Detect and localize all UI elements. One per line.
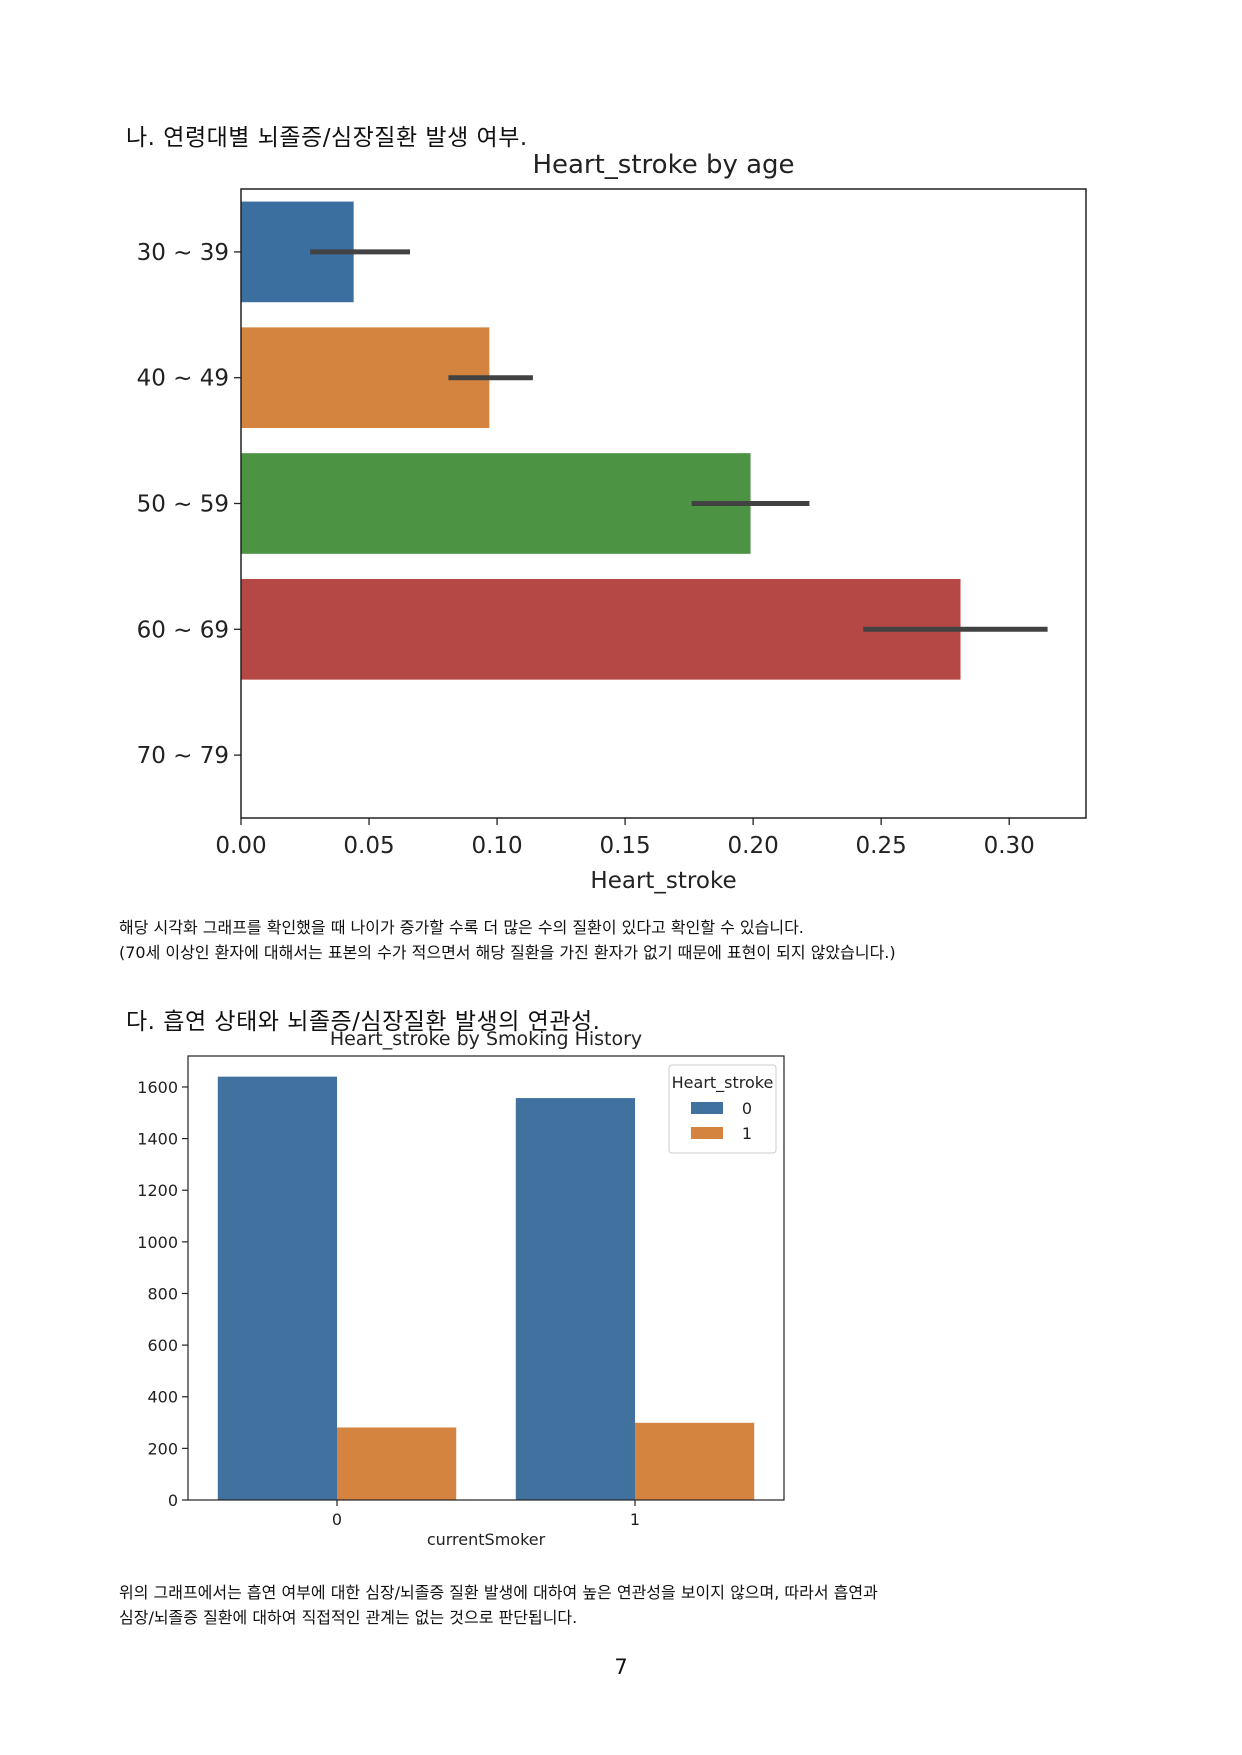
smoking-legend-swatch-1 bbox=[691, 1127, 723, 1139]
smoking-chart-note-1: 위의 그래프에서는 흡연 여부에 대한 심장/뇌졸증 질환 발생에 대하여 높은… bbox=[119, 1583, 878, 1602]
age-chart-note-1: 해당 시각화 그래프를 확인했을 때 나이가 증가할 수록 더 많은 수의 질환… bbox=[119, 918, 804, 937]
age-xtick-label-5: 0.25 bbox=[856, 833, 907, 859]
smoking-ytick-label-0: 0 bbox=[168, 1491, 178, 1510]
smoking-xtick-label-1: 1 bbox=[630, 1510, 640, 1529]
age-xtick-label-0: 0.00 bbox=[215, 833, 266, 859]
smoking-ytick-label-8: 1600 bbox=[137, 1078, 178, 1097]
smoking-legend-label-1: 1 bbox=[742, 1124, 752, 1143]
age-xtick-label-2: 0.10 bbox=[471, 833, 522, 859]
age-ytick-label-0: 30 ~ 39 bbox=[137, 240, 229, 266]
page-number: 7 bbox=[614, 1655, 628, 1679]
smoking-bar-0-1 bbox=[337, 1427, 457, 1500]
age-chart-frame bbox=[240, 188, 1087, 819]
smoking-bar-0-0 bbox=[217, 1076, 337, 1500]
smoking-xtick-label-0: 0 bbox=[332, 1510, 342, 1529]
age-ytick-label-1: 40 ~ 49 bbox=[137, 366, 229, 392]
smoking-ytick-label-1: 200 bbox=[147, 1439, 178, 1458]
age-xtick-label-1: 0.05 bbox=[343, 833, 394, 859]
smoking-legend-swatch-0 bbox=[691, 1102, 723, 1114]
smoking-legend-title: Heart_stroke bbox=[672, 1073, 774, 1093]
smoking-ytick-label-2: 400 bbox=[147, 1388, 178, 1407]
age-chart-title: Heart_stroke by age bbox=[532, 150, 794, 180]
age-xtick-label-4: 0.20 bbox=[728, 833, 779, 859]
smoking-chart-frame bbox=[187, 1055, 785, 1501]
smoking-chart-title: Heart_stroke by Smoking History bbox=[330, 1028, 642, 1050]
smoking-ytick-label-3: 600 bbox=[147, 1336, 178, 1355]
smoking-ytick-label-6: 1200 bbox=[137, 1181, 178, 1200]
age-ytick-label-2: 50 ~ 59 bbox=[137, 492, 229, 518]
smoking-bar-1-1 bbox=[635, 1422, 755, 1500]
section-heading-age: 나. 연령대별 뇌졸증/심장질환 발생 여부. bbox=[126, 125, 528, 151]
smoking-xaxis-label: currentSmoker bbox=[427, 1530, 546, 1549]
age-xaxis-label: Heart_stroke bbox=[590, 868, 736, 894]
age-bar-3 bbox=[241, 578, 961, 680]
age-bar-1 bbox=[241, 327, 490, 429]
smoking-ytick-label-4: 800 bbox=[147, 1284, 178, 1303]
section-heading-smoking: 다. 흡연 상태와 뇌졸증/심장질환 발생의 연관성. bbox=[126, 1009, 601, 1035]
smoking-chart-note-2: 심장/뇌졸증 질환에 대하여 직접적인 관계는 없는 것으로 판단됩니다. bbox=[119, 1608, 578, 1627]
smoking-ytick-label-7: 1400 bbox=[137, 1130, 178, 1149]
smoking-ytick-label-5: 1000 bbox=[137, 1233, 178, 1252]
age-xtick-label-3: 0.15 bbox=[599, 833, 650, 859]
age-ytick-label-4: 70 ~ 79 bbox=[137, 743, 229, 769]
smoking-legend-label-0: 0 bbox=[742, 1099, 752, 1118]
age-xtick-label-6: 0.30 bbox=[984, 833, 1035, 859]
age-chart-note-2: (70세 이상인 환자에 대해서는 표본의 수가 적으면서 해당 질환을 가진 … bbox=[119, 943, 896, 962]
age-bar-2 bbox=[241, 453, 751, 554]
age-ytick-label-3: 60 ~ 69 bbox=[137, 617, 229, 643]
smoking-bar-1-0 bbox=[515, 1098, 635, 1500]
